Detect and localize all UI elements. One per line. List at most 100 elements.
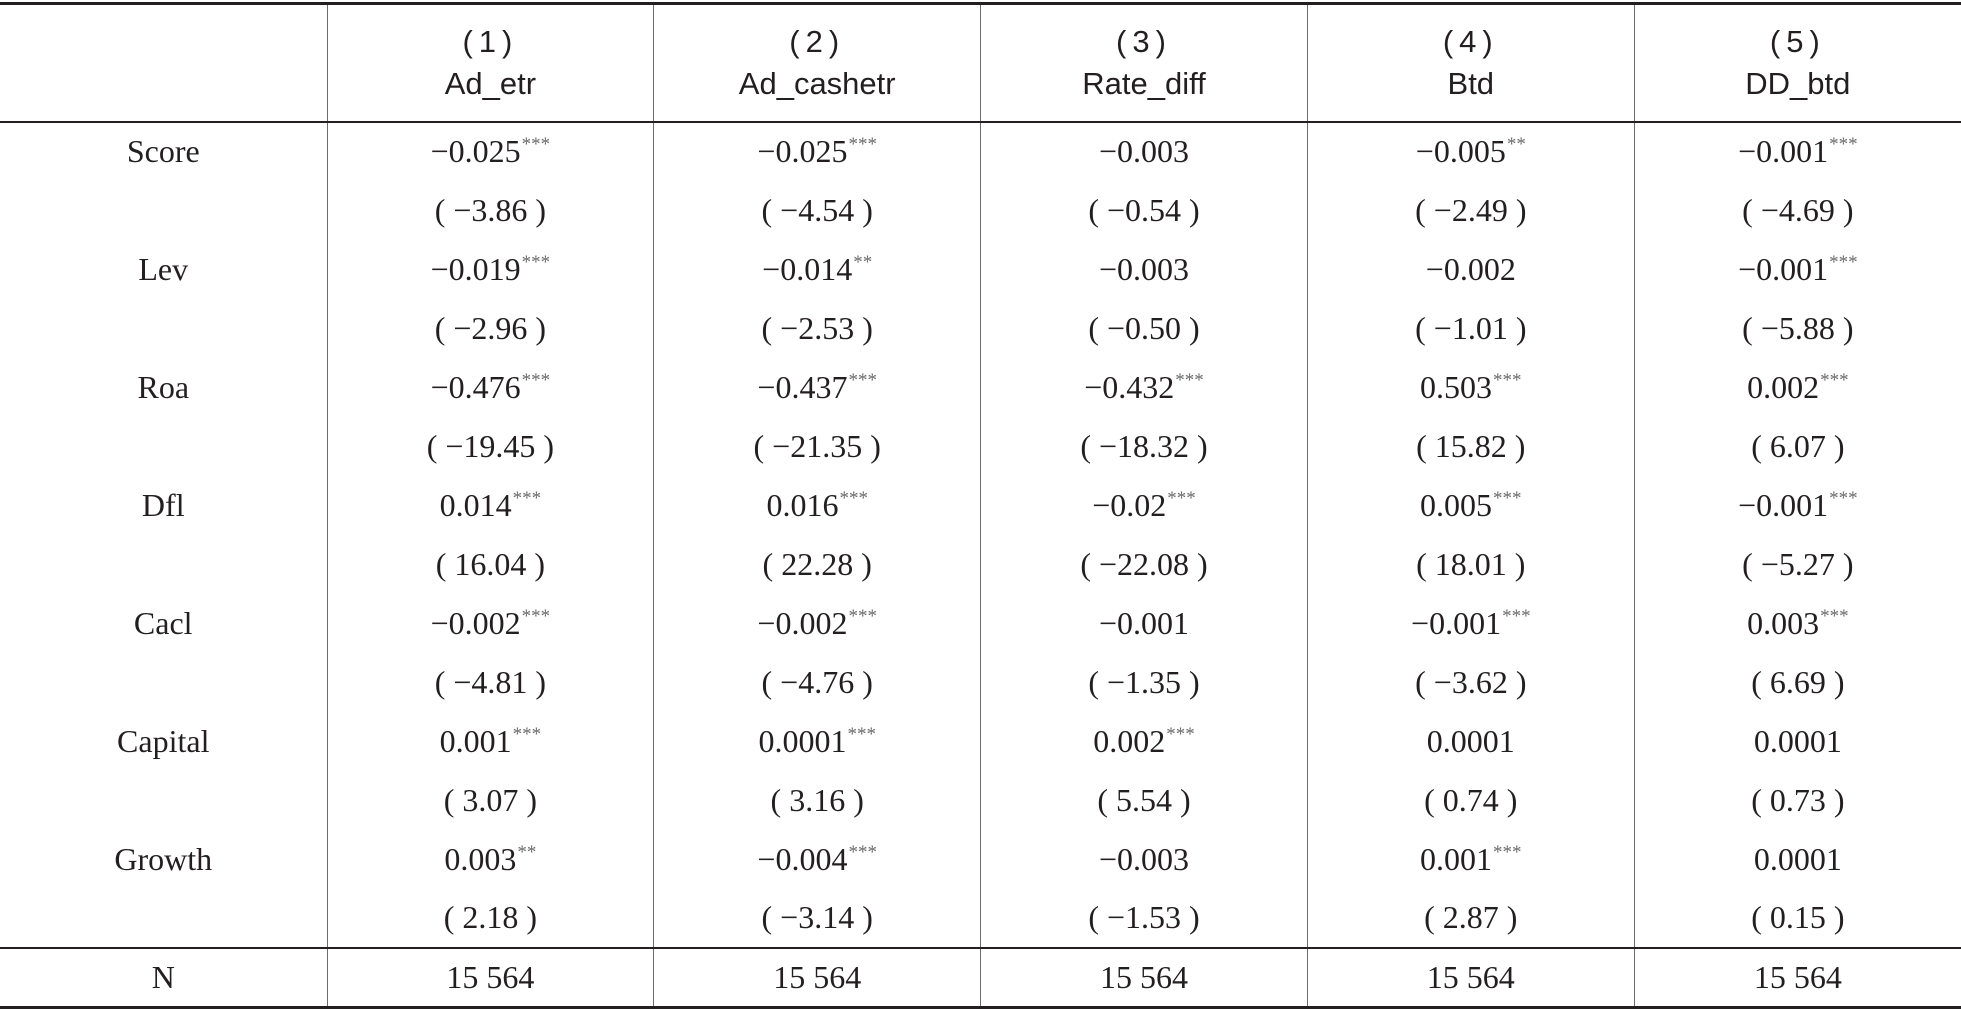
significance-stars: *** xyxy=(1493,841,1522,863)
coefficient-value: 0.0001 xyxy=(1753,722,1842,759)
variable-label: Cacl xyxy=(133,604,193,641)
coefficient-cell: −0.014** xyxy=(653,239,981,299)
significance-stars: *** xyxy=(1820,369,1849,391)
tstat-row: ( 2.18 )( −3.14 )( −1.53 )( 2.87 )( 0.15… xyxy=(0,888,1961,949)
coefficient-cell: −0.002*** xyxy=(326,593,654,653)
tstat-cell: ( −18.32 ) xyxy=(980,416,1308,476)
column-header-3: (3) Rate_diff xyxy=(980,2,1308,123)
column-name: Ad_cashetr xyxy=(738,65,896,101)
significance-stars: *** xyxy=(512,487,542,509)
tstat-row: ( −2.96 )( −2.53 )( −0.50 )( −1.01 )( −5… xyxy=(0,298,1961,358)
significance-stars: *** xyxy=(848,134,877,155)
coefficient-cell: −0.025*** xyxy=(326,121,654,181)
tstat-cell: ( −1.35 ) xyxy=(980,652,1308,712)
empty-label-cell xyxy=(0,299,327,358)
significance-stars: *** xyxy=(1166,723,1195,745)
coefficient-value: −0.437 xyxy=(757,368,848,405)
column-header-4: (4) Btd xyxy=(1306,2,1635,123)
table-body: Score −0.025*** −0.025*** −0.003 −0.005** −0.… xyxy=(0,121,1961,949)
coefficient-value: 0.001 xyxy=(439,722,512,759)
coefficient-value: 0.003 xyxy=(444,840,517,877)
coefficient-value: −0.432 xyxy=(1084,368,1175,405)
coefficient-cell: −0.005** xyxy=(1306,121,1635,181)
coefficient-row: Cacl −0.002*** −0.002*** −0.001 −0.001*** 0.0… xyxy=(0,593,1961,653)
significance-stars: *** xyxy=(512,723,542,745)
significance-stars: *** xyxy=(848,605,877,627)
coefficient-cell: 0.002*** xyxy=(1633,357,1961,417)
significance-stars: *** xyxy=(1829,134,1858,155)
header-row: (1) Ad_etr (2) Ad_cashetr (3) Rate_diff (4)… xyxy=(0,2,1961,123)
tstat-cell: ( 18.01 ) xyxy=(1306,534,1635,594)
coefficient-value: −0.001 xyxy=(1098,604,1190,641)
tstat-cell: ( −0.50 ) xyxy=(980,298,1308,358)
coefficient-cell: 0.005*** xyxy=(1306,475,1635,535)
coefficient-cell: 0.0001*** xyxy=(653,711,981,771)
tstat-cell: ( 6.07 ) xyxy=(1633,416,1961,476)
tstat-cell: ( 0.74 ) xyxy=(1306,770,1635,830)
coefficient-value: −0.001 xyxy=(1738,133,1829,169)
coefficient-cell: −0.002*** xyxy=(653,593,981,653)
column-name: Btd xyxy=(1447,65,1495,101)
coefficient-value: −0.025 xyxy=(430,133,521,169)
significance-stars: ** xyxy=(1506,134,1526,155)
coefficient-cell: 0.0001 xyxy=(1306,711,1635,771)
coefficient-cell: −0.001*** xyxy=(1633,121,1961,181)
coefficient-value: −0.476 xyxy=(430,368,521,405)
coefficient-cell: 0.001*** xyxy=(1306,829,1635,889)
coefficient-cell: −0.019*** xyxy=(326,239,654,299)
significance-stars: *** xyxy=(521,369,551,391)
tstat-cell: ( −3.86 ) xyxy=(326,180,654,240)
empty-label-cell xyxy=(0,888,327,949)
coefficient-cell: −0.025*** xyxy=(653,121,981,181)
significance-stars: *** xyxy=(1502,605,1531,627)
tstat-cell: ( −4.69 ) xyxy=(1633,180,1961,240)
tstat-cell: ( 2.87 ) xyxy=(1306,888,1635,949)
coefficient-value: −0.001 xyxy=(1738,486,1829,523)
empty-label-cell xyxy=(0,535,327,594)
empty-label-cell xyxy=(0,181,327,240)
coefficient-value: 0.0001 xyxy=(1426,722,1515,759)
tstat-cell: ( 0.73 ) xyxy=(1633,770,1961,830)
tstat-cell: ( 16.04 ) xyxy=(326,534,654,594)
significance-stars: *** xyxy=(1167,487,1196,509)
coefficient-cell: −0.001 xyxy=(980,593,1308,653)
column-number: (3) xyxy=(1116,23,1172,59)
column-name: DD_btd xyxy=(1745,65,1851,101)
significance-stars: *** xyxy=(1820,605,1849,627)
coefficient-cell: 0.0001 xyxy=(1633,711,1961,771)
coefficient-value: 0.005 xyxy=(1420,486,1493,523)
tstat-cell: ( −4.54 ) xyxy=(653,180,981,240)
tstat-cell: ( 0.15 ) xyxy=(1633,888,1961,949)
coefficient-cell: 0.002*** xyxy=(980,711,1308,771)
coefficient-value: −0.02 xyxy=(1092,486,1167,523)
observations-value: 15 564 xyxy=(1306,947,1635,1009)
coefficient-value: 0.014 xyxy=(439,486,512,523)
coefficient-value: −0.001 xyxy=(1411,604,1502,641)
tstat-cell: ( 22.28 ) xyxy=(653,534,981,594)
coefficient-row: Score −0.025*** −0.025*** −0.003 −0.005** −0.… xyxy=(0,121,1961,181)
observations-value: 15 564 xyxy=(980,947,1308,1009)
coefficient-cell: −0.001*** xyxy=(1633,239,1961,299)
variable-label: Lev xyxy=(138,250,189,287)
coefficient-cell: 0.016*** xyxy=(653,475,981,535)
observations-label: N xyxy=(0,947,327,1009)
tstat-cell: ( −2.49 ) xyxy=(1306,180,1635,240)
variable-label: Dfl xyxy=(141,486,185,523)
coefficient-value: −0.003 xyxy=(1098,250,1190,287)
column-name: Ad_etr xyxy=(444,65,537,101)
coefficient-cell: −0.476*** xyxy=(326,357,654,417)
significance-stars: *** xyxy=(1493,369,1522,391)
coefficient-cell: 0.503*** xyxy=(1306,357,1635,417)
significance-stars: *** xyxy=(521,605,551,627)
coefficient-value: 0.003 xyxy=(1747,604,1820,641)
coefficient-value: 0.002 xyxy=(1747,368,1820,405)
empty-label-cell xyxy=(0,417,327,476)
coefficient-value: −0.003 xyxy=(1098,840,1190,877)
coefficient-row: Lev −0.019*** −0.014** −0.003 −0.002 −0.001**… xyxy=(0,239,1961,299)
significance-stars: ** xyxy=(517,841,537,863)
tstat-cell: ( −1.53 ) xyxy=(980,888,1308,949)
coefficient-cell: −0.002 xyxy=(1306,239,1635,299)
tstat-cell: ( −0.54 ) xyxy=(980,180,1308,240)
coefficient-cell: −0.02*** xyxy=(980,475,1308,535)
tstat-row: ( 16.04 )( 22.28 )( −22.08 )( 18.01 )( −… xyxy=(0,534,1961,594)
